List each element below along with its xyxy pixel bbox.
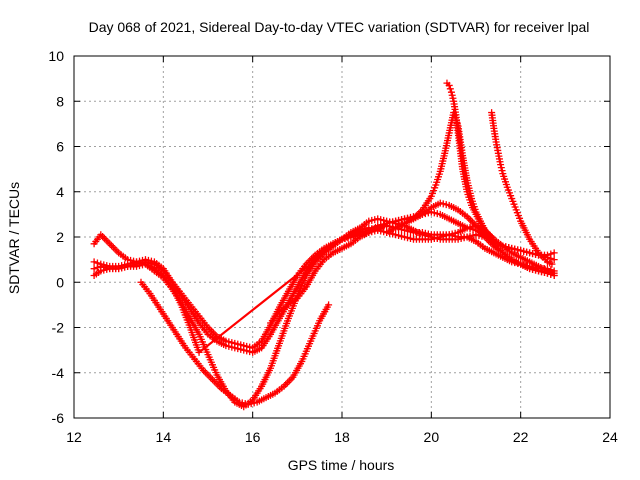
x-tick-label: 22 bbox=[513, 429, 529, 445]
data-point bbox=[547, 270, 555, 278]
data-point bbox=[195, 348, 203, 356]
data-point bbox=[497, 161, 505, 169]
data-point bbox=[498, 167, 506, 175]
y-tick-label: 2 bbox=[56, 229, 64, 245]
y-tick-label: -4 bbox=[52, 365, 65, 381]
series-arc9 bbox=[488, 109, 556, 268]
y-tick-label: -6 bbox=[52, 410, 65, 426]
x-tick-label: 14 bbox=[156, 429, 172, 445]
data-point bbox=[543, 251, 551, 259]
data-point bbox=[446, 85, 454, 93]
series-arc8 bbox=[443, 79, 498, 243]
data-points bbox=[90, 79, 558, 411]
data-point bbox=[448, 91, 456, 99]
data-point bbox=[93, 264, 101, 272]
y-tick-label: 8 bbox=[56, 93, 64, 109]
data-point bbox=[547, 250, 555, 258]
data-point bbox=[447, 88, 455, 96]
x-tick-label: 16 bbox=[245, 429, 261, 445]
data-point bbox=[497, 164, 505, 172]
data-point bbox=[90, 258, 98, 266]
data-point bbox=[90, 265, 98, 273]
data-point bbox=[449, 94, 457, 102]
plot-frame bbox=[73, 55, 611, 419]
x-tick-label: 12 bbox=[66, 429, 82, 445]
data-point bbox=[445, 81, 453, 89]
data-point bbox=[550, 249, 558, 257]
x-axis-label: GPS time / hours bbox=[288, 457, 395, 473]
data-point bbox=[325, 301, 333, 309]
y-tick-label: 0 bbox=[56, 274, 64, 290]
data-point bbox=[543, 269, 551, 277]
data-point bbox=[550, 271, 558, 279]
data-point bbox=[550, 256, 558, 264]
y-tick-label: 4 bbox=[56, 184, 64, 200]
x-tick-label: 18 bbox=[334, 429, 350, 445]
x-tick-label: 24 bbox=[602, 429, 618, 445]
series-arc5 bbox=[137, 278, 333, 408]
y-tick-label: 6 bbox=[56, 139, 64, 155]
data-point bbox=[490, 235, 498, 243]
y-tick-label: 10 bbox=[48, 48, 64, 64]
data-point bbox=[548, 260, 556, 268]
y-axis-label: SDTVAR / TECUs bbox=[6, 182, 22, 294]
y-tick-label: -2 bbox=[52, 320, 65, 336]
chart-title: Day 068 of 2021, Sidereal Day-to-day VTE… bbox=[89, 19, 590, 35]
x-tick-label: 20 bbox=[424, 429, 440, 445]
